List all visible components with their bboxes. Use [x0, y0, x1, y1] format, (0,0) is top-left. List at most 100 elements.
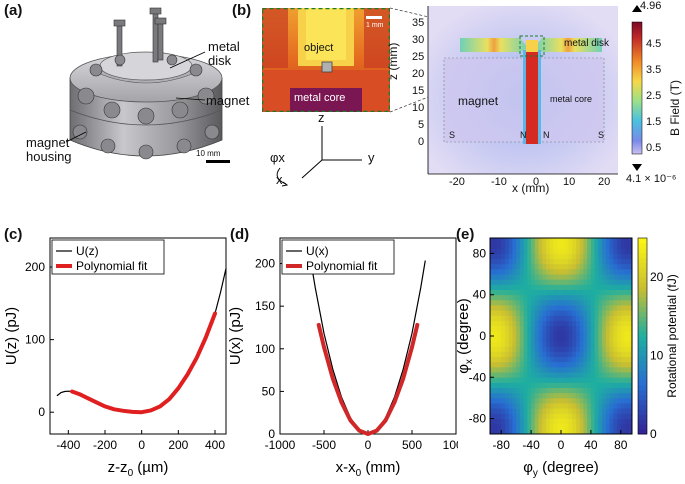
heatmap-cell: [549, 403, 554, 409]
heatmap-cell: [602, 351, 607, 358]
sim-ylabel: z (mm): [386, 42, 400, 80]
heatmap-cell: [553, 361, 558, 368]
heatmap-cell: [613, 346, 618, 352]
heatmap-cell: [609, 253, 614, 260]
heatmap-cell: [538, 336, 543, 342]
heatmap-cell: [620, 418, 625, 425]
heatmap-cell: [561, 423, 566, 430]
heatmap-cell: [542, 387, 547, 394]
heatmap-cell: [516, 238, 521, 244]
heatmap-cell: [512, 413, 517, 419]
heatmap-cell: [624, 279, 629, 285]
heatmap-cell: [579, 263, 584, 270]
heatmap-cell: [561, 320, 566, 327]
heatmap-cell: [628, 336, 633, 342]
heatmap-cell: [594, 366, 599, 373]
heatmap-cell: [490, 428, 495, 435]
heatmap-cell: [575, 428, 581, 435]
heatmap-cell: [561, 397, 566, 404]
heatmap-cell: [534, 294, 539, 301]
heatmap-cell: [587, 268, 592, 275]
heatmap-cell: [572, 248, 577, 254]
heatmap-cell: [519, 423, 525, 430]
heatmap-cell: [594, 299, 599, 306]
heatmap-cell: [587, 372, 592, 378]
heatmap-cell: [620, 289, 625, 296]
heatmap-cell: [542, 274, 547, 280]
heatmap-cell: [587, 263, 592, 270]
heatmap-cell: [579, 428, 584, 435]
sim-pole-0: S: [449, 130, 456, 140]
heatmap-cell: [523, 320, 528, 327]
heatmap-cell: [549, 330, 554, 337]
heatmap-cell: [553, 397, 558, 404]
heatmap-cell: [531, 387, 536, 394]
heatmap-cell: [557, 341, 562, 347]
x-tick-label-3: 500: [402, 438, 422, 452]
heatmap-cell: [549, 387, 554, 394]
heatmap-cell: [549, 361, 554, 368]
heatmap-cell: [598, 428, 603, 435]
heatmap-cell: [564, 351, 569, 358]
heatmap-cell: [624, 397, 629, 404]
heatmap-cell: [504, 274, 510, 280]
colorbar-cell: [638, 306, 647, 312]
heatmap-cell: [493, 397, 498, 404]
heatmap-cell: [579, 408, 584, 414]
heatmap-cell: [531, 325, 536, 332]
heatmap-cell: [516, 372, 521, 378]
heatmap-cell: [531, 330, 536, 337]
colorbar-max-label: 4.96: [640, 0, 662, 12]
heatmap-cell: [508, 423, 513, 430]
heatmap-cell: [620, 397, 625, 404]
heatmap-cell: [523, 423, 528, 430]
x-tick-label-2: 0: [558, 438, 565, 452]
heatmap-cell: [583, 346, 588, 352]
heatmap-cell: [519, 248, 525, 254]
heatmap-cell: [523, 392, 528, 399]
heatmap-cell: [512, 428, 517, 435]
heatmap-cell: [531, 346, 536, 352]
heatmap-cell: [568, 284, 573, 290]
heatmap-cell: [501, 279, 506, 285]
heatmap-cell: [549, 351, 554, 358]
heatmap-cell: [575, 346, 581, 352]
heatmap-cell: [531, 263, 536, 270]
heatmap-cell: [497, 377, 502, 383]
heatmap-cell: [546, 418, 551, 425]
heatmap-cell: [572, 377, 577, 383]
heatmap-cell: [557, 428, 562, 435]
heatmap-cell: [620, 315, 625, 321]
heatmap-cell: [519, 392, 525, 399]
heatmap-cell: [549, 341, 554, 347]
heatmap-cell: [519, 263, 525, 270]
heatmap-cell: [546, 289, 551, 296]
heatmap-cell: [624, 253, 629, 260]
heatmap-cell: [605, 351, 610, 358]
heatmap-cell: [497, 418, 502, 425]
heatmap-cell: [617, 382, 622, 388]
heatmap-cell: [568, 428, 573, 435]
heatmap-cell: [602, 403, 607, 409]
heatmap-cell: [493, 238, 498, 244]
heatmap-cell: [557, 243, 562, 249]
heatmap-cell: [497, 341, 502, 347]
heatmap-cell: [519, 243, 525, 249]
colorbar-tick-label-2: 20: [650, 270, 664, 284]
heatmap-cell: [575, 305, 581, 311]
heatmap-cell: [572, 305, 577, 311]
heatmap-cell: [624, 289, 629, 296]
heatmap-cell: [561, 299, 566, 306]
series-line-u-x-: [310, 260, 426, 435]
heatmap-cell: [594, 253, 599, 260]
heatmap-cell: [534, 243, 539, 249]
heatmap-cell: [557, 372, 562, 378]
heatmap-cell: [557, 366, 562, 373]
heatmap-cell: [575, 325, 581, 332]
heatmap-cell: [534, 377, 539, 383]
heatmap-cell: [546, 315, 551, 321]
heatmap-cell: [617, 341, 622, 347]
heatmap-cell: [609, 366, 614, 373]
heatmap-cell: [538, 413, 543, 419]
heatmap-cell: [613, 341, 618, 347]
